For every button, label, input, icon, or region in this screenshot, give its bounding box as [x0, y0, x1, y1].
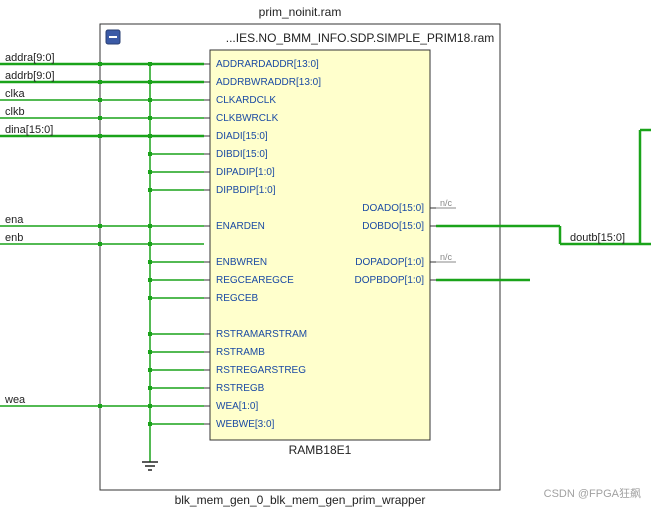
bottom-inner-label: RAMB18E1 — [289, 443, 352, 457]
junction-dot — [148, 260, 152, 264]
external-input-label: addrb[9:0] — [5, 70, 55, 82]
nc-label: n/c — [440, 252, 453, 262]
junction-dot — [148, 152, 152, 156]
watermark: CSDN @FPGA狂飙 — [544, 485, 641, 501]
inner-port-left: REGCEB — [216, 293, 259, 304]
inner-port-left: CLKARDCLK — [216, 95, 276, 106]
inner-port-left: RSTREGARSTREG — [216, 365, 306, 376]
inner-port-left: WEA[1:0] — [216, 401, 258, 412]
inner-port-left: WEBWE[3:0] — [216, 419, 275, 430]
external-input-label: wea — [4, 394, 26, 406]
inner-port-left: RSTRAMARSTRAM — [216, 329, 307, 340]
inner-port-left: ENBWREN — [216, 257, 267, 268]
junction-dot — [148, 386, 152, 390]
external-input-label: ena — [5, 214, 24, 226]
inner-port-right: DOADO[15:0] — [362, 203, 424, 214]
external-input-label: clkb — [5, 106, 25, 118]
external-input-label: enb — [5, 232, 23, 244]
external-input-label: clka — [5, 88, 25, 100]
junction-dot — [148, 188, 152, 192]
outer-title: prim_noinit.ram — [259, 5, 342, 19]
inner-title: ...IES.NO_BMM_INFO.SDP.SIMPLE_PRIM18.ram — [226, 31, 495, 45]
external-output-label: doutb[15:0] — [570, 232, 625, 244]
junction-dot — [148, 368, 152, 372]
junction-dot — [148, 422, 152, 426]
inner-port-left: ADDRARDADDR[13:0] — [216, 59, 319, 70]
inner-port-left: DIPBDIP[1:0] — [216, 185, 276, 196]
nc-label: n/c — [440, 198, 453, 208]
inner-port-right: DOPBDOP[1:0] — [355, 275, 425, 286]
junction-dot — [148, 170, 152, 174]
junction-dot — [148, 278, 152, 282]
inner-port-left: RSTREGB — [216, 383, 265, 394]
bottom-outer-label: blk_mem_gen_0_blk_mem_gen_prim_wrapper — [175, 493, 426, 507]
inner-port-left: DIADI[15:0] — [216, 131, 268, 142]
junction-dot — [148, 350, 152, 354]
inner-port-left: RSTRAMB — [216, 347, 265, 358]
inner-port-left: REGCEAREGCE — [216, 275, 294, 286]
inner-port-right: DOBDO[15:0] — [362, 221, 424, 232]
inner-port-left: DIBDI[15:0] — [216, 149, 268, 160]
external-input-label: dina[15:0] — [5, 124, 53, 136]
inner-port-left: CLKBWRCLK — [216, 113, 279, 124]
inner-port-left: ADDRBWRADDR[13:0] — [216, 77, 321, 88]
junction-dot — [148, 296, 152, 300]
inner-port-left: DIPADIP[1:0] — [216, 167, 275, 178]
junction-dot — [148, 332, 152, 336]
inner-box — [210, 50, 430, 440]
inner-port-right: DOPADOP[1:0] — [355, 257, 424, 268]
external-input-label: addra[9:0] — [5, 52, 55, 64]
inner-port-left: ENARDEN — [216, 221, 265, 232]
